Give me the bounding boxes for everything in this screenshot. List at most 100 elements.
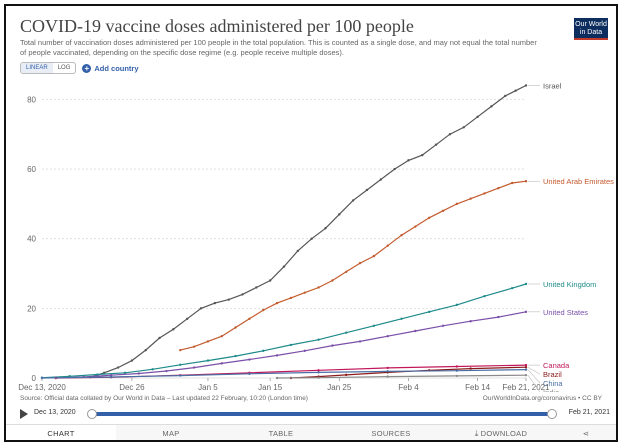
- data-point: [414, 225, 417, 228]
- timeline-start-handle[interactable]: [87, 409, 97, 419]
- data-point: [386, 366, 389, 370]
- data-point: [428, 310, 431, 314]
- scale-linear-button[interactable]: LINEAR: [21, 63, 53, 73]
- owid-logo[interactable]: Our World in Data: [574, 18, 608, 40]
- legend-connector: [527, 369, 541, 384]
- legend-label: Brazil: [543, 370, 562, 379]
- data-point: [455, 374, 459, 378]
- data-point: [524, 84, 528, 87]
- data-point: [234, 326, 237, 329]
- data-point: [504, 94, 507, 98]
- source-note: Source: Official data collated by Our Wo…: [20, 395, 308, 402]
- scale-log-button[interactable]: LOG: [57, 65, 71, 71]
- license-link[interactable]: OurWorldInData.org/coronavirus • CC BY: [482, 395, 602, 402]
- play-icon[interactable]: [20, 409, 28, 419]
- data-point: [317, 376, 320, 379]
- legend-label: India: [543, 388, 560, 392]
- data-point: [476, 115, 479, 119]
- legend-connector: [527, 375, 541, 392]
- data-point: [386, 335, 389, 338]
- data-point: [448, 133, 452, 136]
- data-point: [379, 178, 382, 181]
- y-tick-label: 20: [27, 304, 36, 313]
- add-country-button[interactable]: + Add country: [82, 63, 139, 73]
- data-point: [248, 358, 251, 361]
- data-point: [241, 293, 244, 296]
- x-tick-label: Jan 5: [198, 383, 218, 392]
- series-line: [41, 369, 527, 379]
- data-point: [199, 307, 203, 310]
- tab-sources[interactable]: SOURCES: [371, 429, 411, 438]
- chart-title: COVID-19 vaccine doses administered per …: [20, 16, 414, 36]
- data-point: [68, 375, 71, 378]
- timeline-start-label: Dec 13, 2020: [34, 409, 76, 416]
- view-tabs: CHART MAP TABLE SOURCES ⤓ DOWNLOAD ⋖: [6, 424, 616, 440]
- data-point: [483, 192, 486, 195]
- data-point: [469, 197, 472, 200]
- logo-line-2: in Data: [579, 29, 603, 36]
- data-point: [414, 329, 417, 333]
- data-point: [103, 371, 106, 374]
- legend-connector: [527, 366, 541, 375]
- data-point: [386, 370, 389, 373]
- data-point: [165, 369, 168, 373]
- chart-subtitle: Total number of vaccination doses admini…: [20, 38, 537, 57]
- tab-chart[interactable]: CHART: [6, 425, 116, 440]
- data-point: [510, 286, 514, 290]
- series-line: [180, 180, 527, 351]
- data-point: [497, 315, 500, 319]
- tab-download-label: DOWNLOAD: [480, 429, 528, 438]
- chart-controls: LINEAR LOG + Add country: [20, 62, 139, 74]
- add-country-label: Add country: [94, 63, 139, 73]
- scale-toggle: LINEAR LOG: [20, 62, 77, 74]
- data-point: [130, 359, 134, 362]
- data-point: [400, 317, 403, 320]
- data-point: [179, 363, 182, 366]
- series-line: [41, 283, 527, 379]
- data-point: [524, 374, 528, 377]
- data-point: [524, 282, 528, 286]
- data-point: [421, 153, 424, 157]
- share-button[interactable]: ⋖: [556, 425, 616, 440]
- data-point: [497, 187, 500, 190]
- data-point: [338, 213, 341, 216]
- data-point: [248, 372, 251, 376]
- legend-label: United Kingdom: [543, 280, 596, 289]
- data-point: [386, 244, 389, 247]
- data-point: [441, 324, 445, 327]
- x-tick-label: Dec 26: [119, 383, 145, 392]
- share-icon: ⋖: [582, 429, 590, 438]
- tab-table[interactable]: TABLE: [268, 429, 294, 438]
- x-tick-label: Feb 4: [398, 383, 419, 392]
- tab-download[interactable]: ⤓ DOWNLOAD: [446, 425, 556, 440]
- legend-label: United States: [543, 308, 588, 317]
- data-point: [262, 349, 265, 353]
- timeline-end-handle[interactable]: [547, 409, 557, 419]
- data-point: [428, 216, 431, 220]
- data-point: [109, 375, 113, 379]
- data-point: [317, 371, 320, 374]
- data-point: [289, 296, 293, 300]
- data-point: [469, 367, 472, 370]
- download-icon: ⤓: [474, 429, 479, 438]
- data-point: [365, 188, 369, 192]
- data-point: [275, 301, 279, 305]
- y-tick-label: 0: [32, 374, 37, 383]
- data-point: [227, 298, 230, 301]
- tab-map[interactable]: MAP: [162, 429, 180, 438]
- data-point: [96, 373, 99, 376]
- data-point: [206, 359, 210, 362]
- legend-label: Canada: [543, 361, 570, 370]
- series-line: [55, 311, 527, 379]
- data-point: [282, 265, 286, 268]
- data-point: [137, 372, 140, 375]
- data-point: [441, 209, 445, 213]
- timeline-end-label: Feb 21, 2021: [568, 409, 610, 416]
- series-line: [90, 84, 527, 378]
- data-point: [490, 105, 493, 108]
- timeline: Dec 13, 2020 Feb 21, 2021: [20, 407, 610, 421]
- y-tick-label: 80: [27, 95, 36, 104]
- timeline-track[interactable]: [87, 409, 557, 419]
- data-point: [151, 368, 154, 371]
- data-point: [345, 331, 348, 334]
